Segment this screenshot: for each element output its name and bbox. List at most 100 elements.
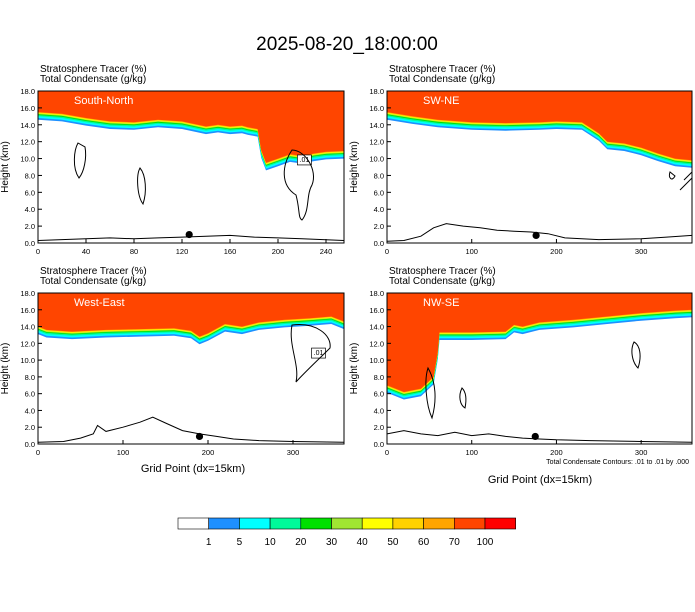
plot-frame — [37, 90, 345, 244]
plot-area — [387, 91, 692, 243]
condensate-contour-9 — [459, 387, 467, 409]
colorbar-swatch-7 — [392, 517, 424, 530]
x-tick-label: 300 — [287, 448, 300, 457]
contour-label: .01 — [300, 157, 310, 164]
y-tick-label: 2.0 — [25, 423, 35, 432]
y-tick-label: 16.0 — [20, 104, 35, 113]
x-tick-label: 300 — [635, 448, 648, 457]
x-tick-label: 300 — [635, 247, 648, 256]
plot-area — [38, 91, 344, 243]
y-axis-title: Height (km) — [349, 141, 360, 193]
x-tick-label: 100 — [465, 247, 478, 256]
x-tick-label: 200 — [550, 247, 563, 256]
plot-frame — [386, 90, 693, 244]
colorbar-swatch-10 — [484, 517, 517, 530]
x-tick-label: 200 — [272, 247, 285, 256]
x-tick-label: 200 — [550, 448, 563, 457]
colorbar-swatch-2 — [239, 517, 271, 530]
x-tick-label: 120 — [176, 247, 189, 256]
y-tick-label: 14.0 — [20, 121, 35, 130]
panel-nw-se: Stratosphere Tracer (%)Total Condensate … — [349, 266, 693, 457]
tracer-band-9 — [38, 293, 344, 337]
colorbar-label: 10 — [265, 537, 277, 548]
panel-label: West-East — [74, 297, 125, 309]
y-tick-label: 14.0 — [369, 323, 384, 332]
figure-title: 2025-08-20_18:00:00 — [256, 34, 438, 55]
colorbar-label: 100 — [477, 537, 494, 548]
x-tick-label: 0 — [36, 247, 40, 256]
contour-note: Total Condensate Contours: .01 to .01 by… — [546, 459, 689, 466]
y-axis-title: Height (km) — [0, 343, 11, 395]
terrain-line — [387, 430, 692, 443]
panel-header-condensate: Total Condensate (g/kg) — [389, 276, 495, 287]
y-tick-label: 10.0 — [20, 356, 35, 365]
y-tick-label: 6.0 — [25, 188, 35, 197]
y-tick-label: 12.0 — [369, 138, 384, 147]
station-marker — [532, 231, 540, 239]
condensate-contour-1 — [73, 142, 87, 179]
panel-south-north: Stratosphere Tracer (%)Total Condensate … — [0, 64, 345, 256]
y-tick-label: 6.0 — [25, 390, 35, 399]
colorbar-swatch-9 — [453, 517, 486, 530]
x-tick-label: 80 — [130, 247, 138, 256]
y-tick-label: 16.0 — [20, 306, 35, 315]
y-tick-label: 0.0 — [374, 440, 384, 449]
x-tick-label: 100 — [465, 448, 478, 457]
station-marker — [195, 432, 204, 441]
condensate-contour-7 — [425, 366, 436, 420]
condensate-contour-3 — [283, 149, 314, 221]
terrain-line — [38, 416, 344, 443]
terrain-line — [38, 234, 344, 241]
contour-label: .01 — [314, 350, 324, 357]
colorbar-label: 30 — [326, 537, 338, 548]
y-tick-label: 14.0 — [369, 121, 384, 130]
panel-label: South-North — [74, 95, 133, 107]
colorbar-swatch-0 — [177, 517, 210, 530]
colorbar: 1 5 10 20 30 40 50 60 70 100 — [177, 517, 517, 548]
colorbar-label: 20 — [295, 537, 307, 548]
panel-label: SW-NE — [423, 95, 459, 107]
y-tick-label: 2.0 — [374, 423, 384, 432]
y-tick-label: 14.0 — [20, 323, 35, 332]
y-tick-label: 0.0 — [25, 239, 35, 248]
condensate-contour-6 — [290, 324, 331, 383]
x-tick-label: 0 — [385, 448, 389, 457]
y-tick-label: 10.0 — [20, 155, 35, 164]
y-tick-label: 18.0 — [369, 87, 384, 96]
colorbar-label: 70 — [449, 537, 461, 548]
plot-frame — [386, 292, 693, 445]
station-marker — [531, 432, 539, 441]
colorbar-label: 1 — [206, 537, 212, 548]
y-tick-label: 12.0 — [369, 339, 384, 348]
panel-header-tracer: Stratosphere Tracer (%) — [389, 64, 496, 75]
y-tick-label: 0.0 — [25, 440, 35, 449]
tracer-band-9 — [387, 293, 692, 392]
plot-area — [38, 293, 344, 444]
y-tick-label: 8.0 — [25, 373, 35, 382]
station-marker — [185, 230, 193, 239]
y-tick-label: 8.0 — [25, 171, 35, 180]
condensate-contour-4 — [669, 171, 676, 180]
y-tick-label: 18.0 — [20, 87, 35, 96]
x-tick-label: 200 — [202, 448, 215, 457]
colorbar-swatch-1 — [208, 517, 240, 530]
panel-label: NW-SE — [423, 297, 459, 309]
colorbar-label: 40 — [357, 537, 369, 548]
x-tick-label: 0 — [36, 448, 40, 457]
colorbar-label: 60 — [418, 537, 430, 548]
x-tick-label: 40 — [82, 247, 90, 256]
colorbar-swatch-8 — [423, 517, 455, 530]
y-tick-label: 4.0 — [25, 205, 35, 214]
y-tick-label: 6.0 — [374, 188, 384, 197]
plot-area — [387, 293, 692, 444]
y-tick-label: 2.0 — [374, 222, 384, 231]
y-tick-label: 6.0 — [374, 390, 384, 399]
tracer-band-9 — [387, 91, 692, 161]
x-axis-title-left: Grid Point (dx=15km) — [141, 463, 245, 475]
y-tick-label: 2.0 — [25, 222, 35, 231]
y-tick-label: 12.0 — [20, 138, 35, 147]
condensate-contour-2 — [137, 167, 146, 206]
panel-header-tracer: Stratosphere Tracer (%) — [40, 266, 147, 277]
panel-header-condensate: Total Condensate (g/kg) — [40, 276, 146, 287]
